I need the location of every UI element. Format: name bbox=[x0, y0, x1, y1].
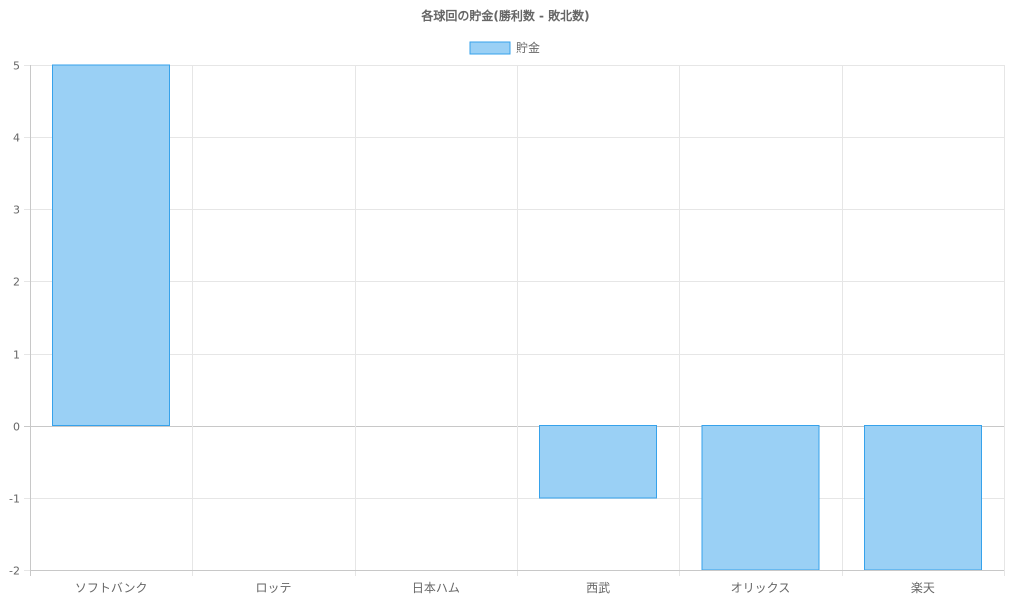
chart-title: 各球回の貯金(勝利数 - 敗北数) bbox=[420, 8, 589, 23]
x-tick-label: オリックス bbox=[731, 581, 791, 595]
legend-label: 貯金 bbox=[516, 40, 540, 55]
bar[interactable] bbox=[52, 64, 171, 427]
y-tick-label: 3 bbox=[13, 204, 20, 217]
y-tick-label: 4 bbox=[13, 132, 20, 145]
y-tick-label: 0 bbox=[13, 421, 20, 434]
y-tick-label: -2 bbox=[9, 565, 20, 578]
legend-swatch bbox=[469, 41, 511, 55]
bars bbox=[52, 64, 982, 571]
x-tick-label: 楽天 bbox=[911, 581, 935, 595]
legend[interactable]: 貯金 bbox=[469, 40, 540, 55]
y-axis-ticks: 5 4 3 2 1 0 -1 -2 bbox=[9, 60, 20, 578]
x-tick-label: ソフトバンク bbox=[75, 581, 148, 595]
y-tick-label: -1 bbox=[9, 493, 20, 506]
y-tick-label: 1 bbox=[13, 349, 20, 362]
x-axis-ticks: ソフトバンク ロッテ 日本ハム 西武 オリックス 楽天 bbox=[75, 581, 935, 595]
grid bbox=[24, 65, 1005, 576]
y-tick-label: 5 bbox=[13, 60, 20, 73]
x-tick-label: 日本ハム bbox=[412, 581, 460, 595]
y-tick-label: 2 bbox=[13, 276, 20, 289]
bar[interactable] bbox=[539, 425, 658, 499]
bar[interactable] bbox=[863, 425, 982, 571]
x-tick-label: 西武 bbox=[586, 581, 610, 595]
bar[interactable] bbox=[701, 425, 820, 571]
x-tick-label: ロッテ bbox=[255, 581, 291, 595]
